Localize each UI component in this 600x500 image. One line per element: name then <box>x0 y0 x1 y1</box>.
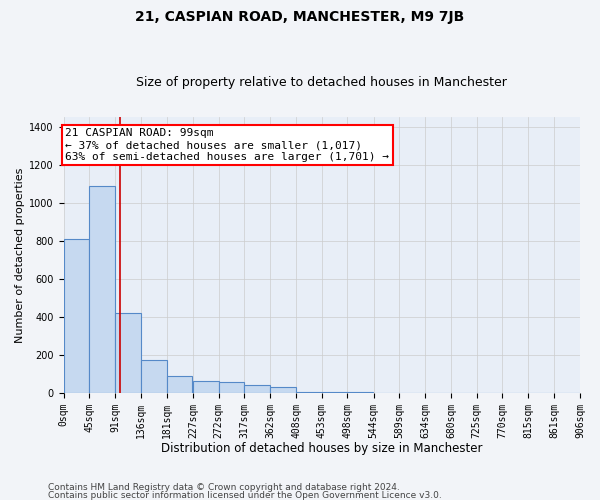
Title: Size of property relative to detached houses in Manchester: Size of property relative to detached ho… <box>136 76 507 90</box>
Text: 21, CASPIAN ROAD, MANCHESTER, M9 7JB: 21, CASPIAN ROAD, MANCHESTER, M9 7JB <box>136 10 464 24</box>
Text: 21 CASPIAN ROAD: 99sqm
← 37% of detached houses are smaller (1,017)
63% of semi-: 21 CASPIAN ROAD: 99sqm ← 37% of detached… <box>65 128 389 162</box>
Bar <box>89 186 115 393</box>
Bar <box>244 386 270 393</box>
Y-axis label: Number of detached properties: Number of detached properties <box>15 168 25 342</box>
Bar <box>167 376 193 393</box>
Bar <box>322 392 347 393</box>
Bar <box>296 392 322 393</box>
Text: Contains HM Land Registry data © Crown copyright and database right 2024.: Contains HM Land Registry data © Crown c… <box>48 484 400 492</box>
Text: Contains public sector information licensed under the Open Government Licence v3: Contains public sector information licen… <box>48 490 442 500</box>
Bar <box>141 360 167 393</box>
Bar <box>218 382 244 393</box>
Bar <box>270 387 296 393</box>
Bar <box>115 313 141 393</box>
Bar <box>347 392 373 393</box>
X-axis label: Distribution of detached houses by size in Manchester: Distribution of detached houses by size … <box>161 442 482 455</box>
Bar <box>64 239 89 393</box>
Bar <box>193 382 218 393</box>
